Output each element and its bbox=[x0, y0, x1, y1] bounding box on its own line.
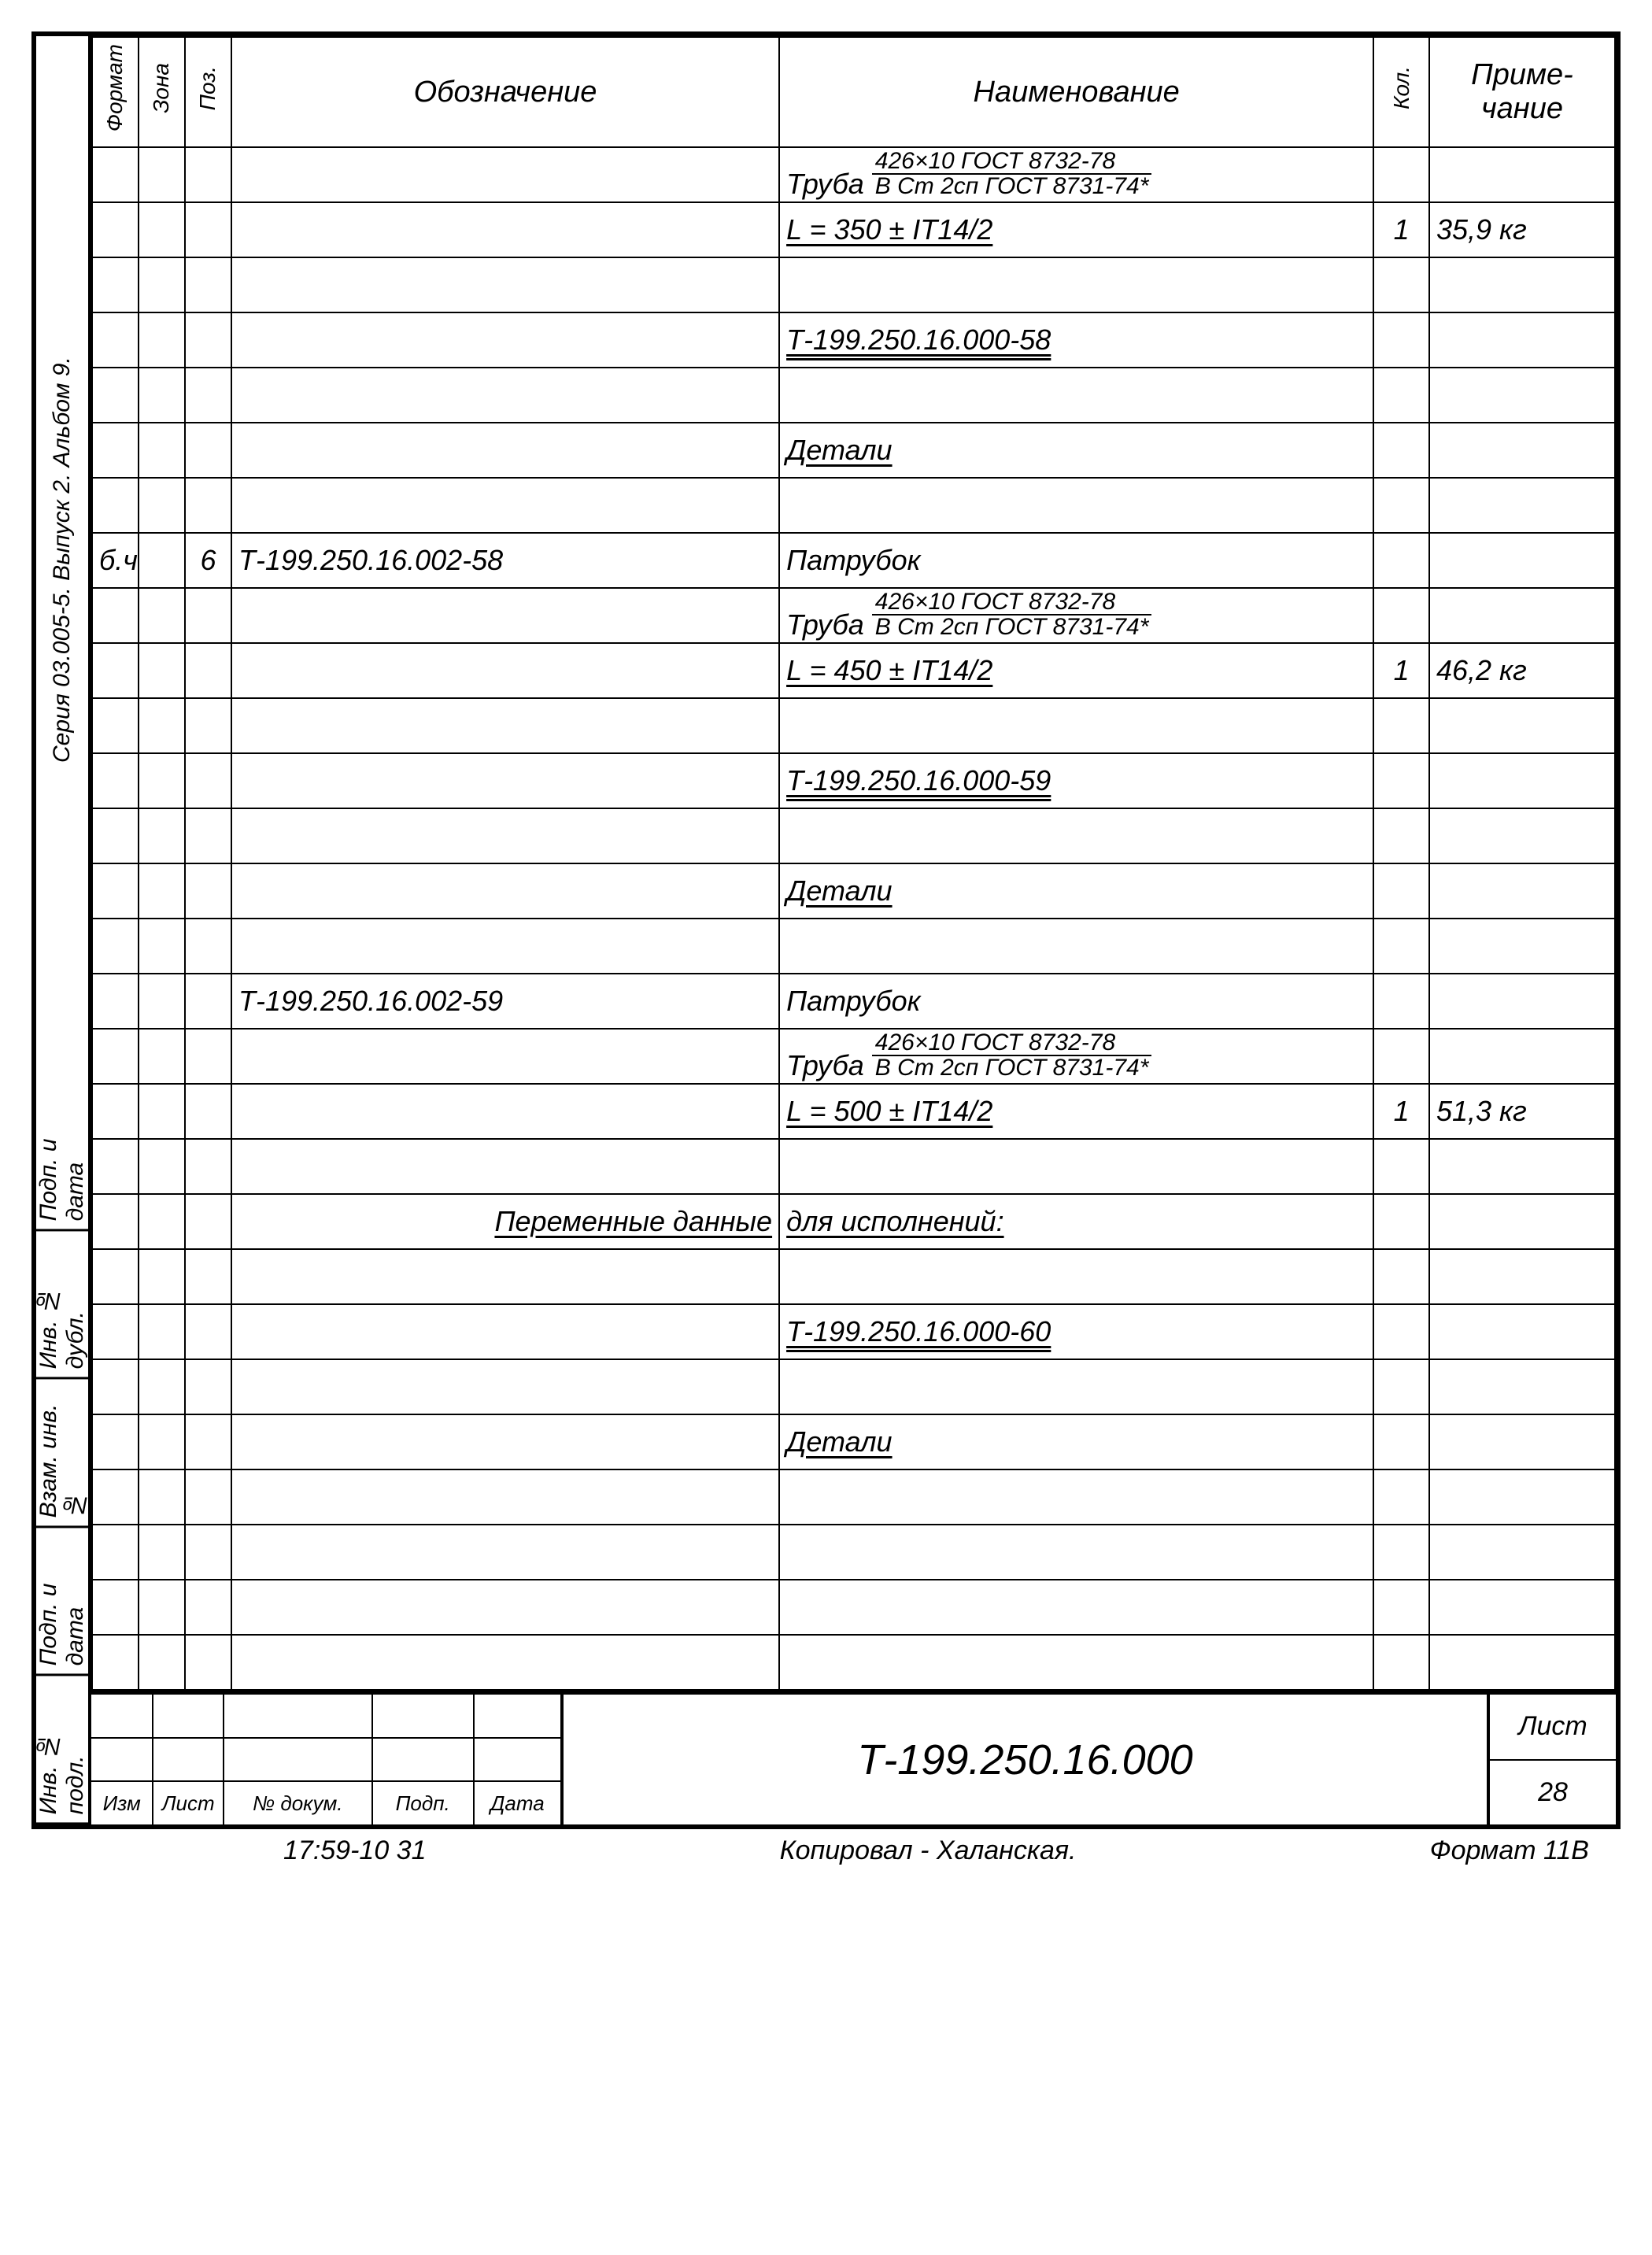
table-row bbox=[92, 919, 1615, 974]
binding-label: Взам. инв. № bbox=[36, 1380, 88, 1528]
header-format: Формат bbox=[92, 37, 139, 147]
specification-table: Формат Зона Поз. Обозначение Наименовани… bbox=[91, 36, 1616, 1691]
table-row: L = 350 ± IT14/2135,9 кг bbox=[92, 202, 1615, 257]
table-row: Детали bbox=[92, 1414, 1615, 1469]
table-row: Труба 426×10 ГОСТ 8732-78В Ст 2сп ГОСТ 8… bbox=[92, 1029, 1615, 1084]
table-row bbox=[92, 1635, 1615, 1690]
table-row: Детали bbox=[92, 863, 1615, 919]
sheet-label: Лист bbox=[1490, 1695, 1616, 1759]
header-naim: Наименование bbox=[779, 37, 1373, 147]
table-row: Труба 426×10 ГОСТ 8732-78В Ст 2сп ГОСТ 8… bbox=[92, 588, 1615, 643]
rev-data: Дата bbox=[475, 1782, 560, 1824]
table-row bbox=[92, 808, 1615, 863]
table-row: б.ч.6Т-199.250.16.002-58Патрубок bbox=[92, 533, 1615, 588]
binding-margin: Серия 03.005-5. Выпуск 2. Альбом 9. Подп… bbox=[36, 36, 91, 1824]
table-row bbox=[92, 478, 1615, 533]
table-row: Т-199.250.16.002-59Патрубок bbox=[92, 974, 1615, 1029]
binding-label: Инв. № дубл. bbox=[36, 1231, 88, 1379]
footer-left: 17:59-10 31 bbox=[283, 1835, 427, 1866]
drawing-number: Т-199.250.16.000 bbox=[564, 1695, 1490, 1824]
table-row bbox=[92, 1249, 1615, 1304]
rev-izm: Изм bbox=[91, 1782, 153, 1824]
table-row bbox=[92, 1359, 1615, 1414]
table-row bbox=[92, 1525, 1615, 1580]
header-kol: Кол. bbox=[1373, 37, 1429, 147]
table-row: L = 500 ± IT14/2151,3 кг bbox=[92, 1084, 1615, 1139]
rev-podp: Подп. bbox=[373, 1782, 475, 1824]
revision-header-row: Изм Лист № докум. Подп. Дата bbox=[91, 1780, 560, 1824]
table-row bbox=[92, 1139, 1615, 1194]
sheet-number: 28 bbox=[1490, 1759, 1616, 1825]
binding-label: Инв. № подл. bbox=[36, 1676, 88, 1824]
table-row bbox=[92, 368, 1615, 423]
table-row: Детали bbox=[92, 423, 1615, 478]
header-poz: Поз. bbox=[185, 37, 231, 147]
header-prim: Приме-чание bbox=[1429, 37, 1615, 147]
table-row: Труба 426×10 ГОСТ 8732-78В Ст 2сп ГОСТ 8… bbox=[92, 147, 1615, 202]
table-row bbox=[92, 1469, 1615, 1525]
table-row: Переменные данныедля исполнений: bbox=[92, 1194, 1615, 1249]
binding-label: Подп. и дата bbox=[36, 1528, 88, 1676]
table-header-row: Формат Зона Поз. Обозначение Наименовани… bbox=[92, 37, 1615, 147]
header-zona: Зона bbox=[139, 37, 185, 147]
footer: 17:59-10 31 Копировал - Халанская. Форма… bbox=[31, 1829, 1621, 1866]
binding-label: Подп. и дата bbox=[36, 1083, 88, 1231]
footer-right: Формат 11В bbox=[1430, 1835, 1589, 1866]
series-label: Серия 03.005-5. Выпуск 2. Альбом 9. bbox=[36, 36, 88, 1083]
table-row: Т-199.250.16.000-60 bbox=[92, 1304, 1615, 1359]
table-row bbox=[92, 257, 1615, 312]
table-row bbox=[92, 698, 1615, 753]
rev-list: Лист bbox=[153, 1782, 224, 1824]
table-row bbox=[92, 1580, 1615, 1635]
header-oboz: Обозначение bbox=[231, 37, 779, 147]
rev-dokum: № докум. bbox=[224, 1782, 373, 1824]
table-row: Т-199.250.16.000-59 bbox=[92, 753, 1615, 808]
table-row: Т-199.250.16.000-58 bbox=[92, 312, 1615, 368]
footer-center: Копировал - Халанская. bbox=[780, 1835, 1077, 1866]
title-block: Изм Лист № докум. Подп. Дата Т-199.250.1… bbox=[91, 1691, 1616, 1824]
table-row: L = 450 ± IT14/2146,2 кг bbox=[92, 643, 1615, 698]
